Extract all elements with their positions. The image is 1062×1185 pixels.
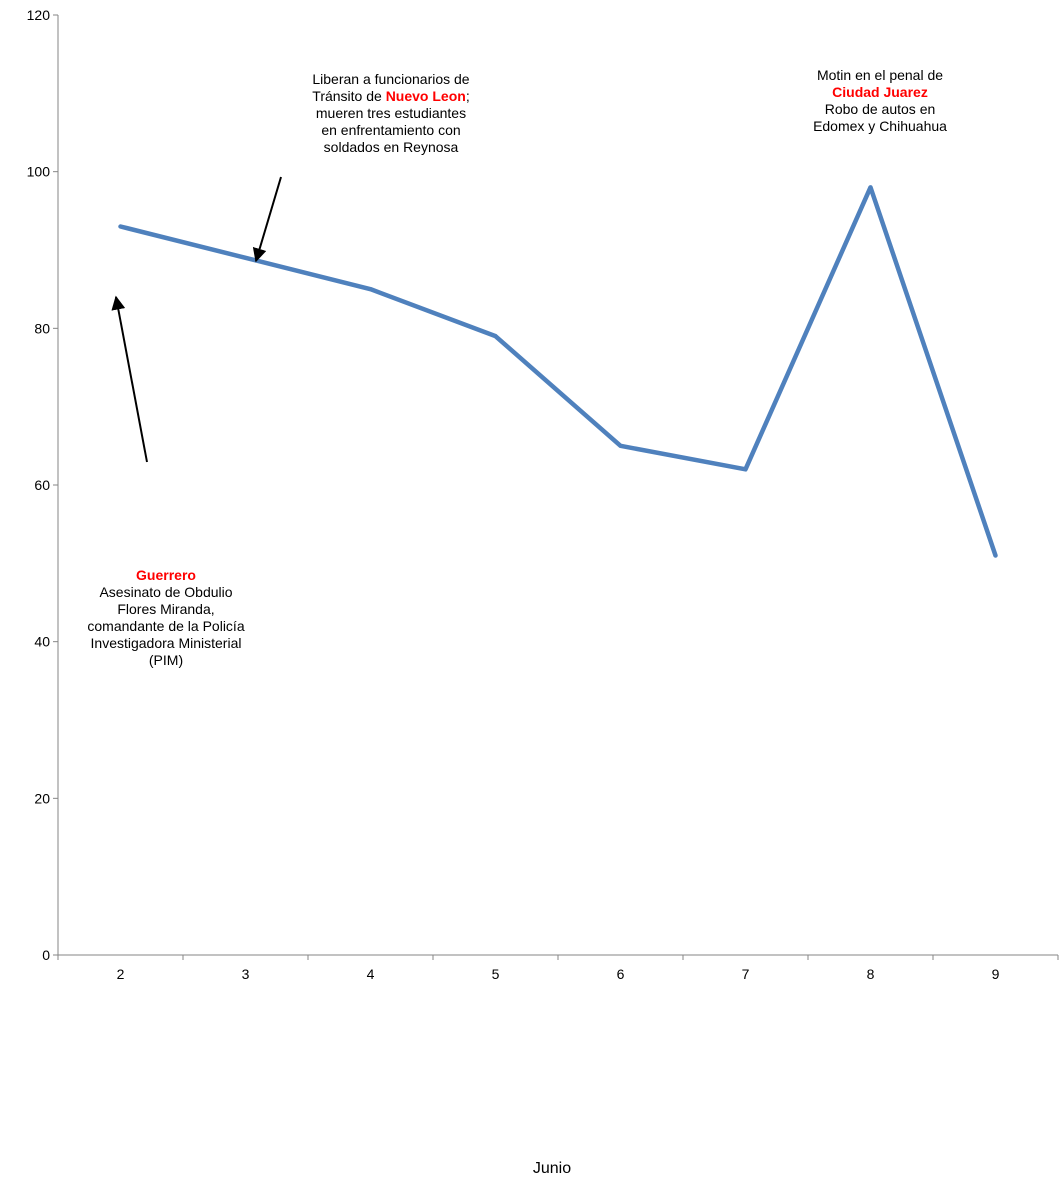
- annotation-ciudad-juarez-line: Edomex y Chihuahua: [813, 118, 947, 134]
- y-tick-label: 100: [27, 164, 51, 180]
- annotation-guerrero-title: Guerrero: [136, 567, 196, 583]
- y-tick-label: 20: [34, 790, 50, 806]
- y-tick-label: 60: [34, 477, 50, 493]
- y-tick-label: 40: [34, 634, 50, 650]
- annotation-nuevo-leon-line: soldados en Reynosa: [323, 139, 459, 155]
- annotation-nuevo-leon-line: Liberan a funcionarios de: [312, 71, 470, 87]
- x-tick-label: 4: [367, 966, 375, 982]
- annotation-ciudad-juarez-line: Motin en el penal de: [816, 67, 944, 83]
- x-tick-label: 5: [492, 966, 500, 982]
- annotation-nuevo-leon-pre: Tránsito de: [312, 88, 386, 104]
- annotation-ciudad-juarez-highlight: Ciudad Juarez: [832, 84, 928, 100]
- annotation-ciudad-juarez: Motin en el penal de Ciudad Juarez Robo …: [780, 67, 980, 135]
- annotation-nuevo-leon-line: en enfrentamiento con: [321, 122, 461, 138]
- y-tick-label: 0: [42, 947, 50, 963]
- series-line: [118, 185, 998, 558]
- annotation-guerrero-line: Flores Miranda,: [117, 601, 215, 617]
- y-tick-label: 120: [27, 7, 51, 23]
- x-tick-label: 8: [867, 966, 875, 982]
- arrow-guerrero: [111, 295, 148, 463]
- x-tick-label: 2: [117, 966, 125, 982]
- annotation-nuevo-leon: Liberan a funcionarios de Tránsito de Nu…: [276, 71, 506, 156]
- x-tick-label: 7: [742, 966, 750, 982]
- annotation-ciudad-juarez-line: Robo de autos en: [824, 101, 936, 117]
- annotation-guerrero: Guerrero Asesinato de Obdulio Flores Mir…: [66, 567, 266, 669]
- x-tick-label: 9: [992, 966, 1000, 982]
- x-tick-label: 3: [242, 966, 250, 982]
- annotation-guerrero-line: comandante de la Policía: [87, 618, 245, 634]
- annotation-guerrero-line: (PIM): [148, 652, 184, 668]
- annotation-nuevo-leon-post: ;: [465, 88, 470, 104]
- arrow-nuevo-leon: [252, 176, 282, 263]
- x-axis-title: Junio: [533, 1160, 571, 1177]
- annotation-guerrero-line: Asesinato de Obdulio: [99, 584, 233, 600]
- annotation-guerrero-line: Investigadora Ministerial: [90, 635, 242, 651]
- annotation-nuevo-leon-line: Tránsito de Nuevo Leon;: [276, 88, 506, 105]
- annotation-nuevo-leon-highlight: Nuevo Leon: [385, 88, 466, 104]
- x-tick-label: 6: [617, 966, 625, 982]
- annotation-nuevo-leon-line: mueren tres estudiantes: [315, 105, 467, 121]
- y-tick-label: 80: [34, 320, 50, 336]
